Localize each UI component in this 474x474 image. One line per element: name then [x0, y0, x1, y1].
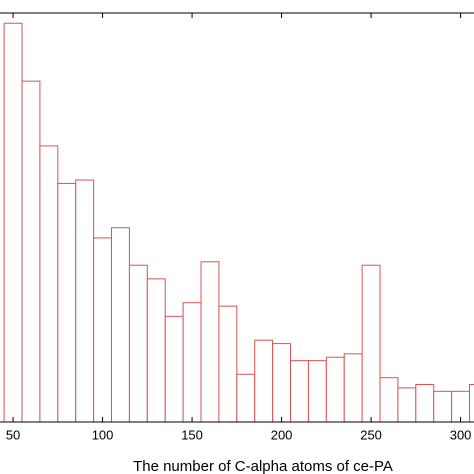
bar — [307, 360, 327, 422]
bar — [379, 377, 399, 422]
bar — [361, 264, 381, 422]
bar — [325, 356, 345, 422]
bar — [415, 384, 435, 422]
x-tick-label: 50 — [6, 427, 20, 442]
plot-area — [3, 22, 474, 422]
bar — [272, 343, 292, 422]
bar — [290, 360, 309, 422]
bar — [218, 305, 238, 422]
x-tick-label: 300 — [450, 427, 472, 442]
x-tick-label: 200 — [271, 427, 293, 442]
bar — [128, 264, 148, 422]
bar — [3, 22, 23, 422]
bar — [433, 390, 453, 422]
x-tick-label: 250 — [360, 427, 382, 442]
bar — [111, 227, 130, 422]
bar — [39, 145, 59, 422]
bar — [254, 339, 274, 422]
bar — [146, 278, 166, 422]
bar — [93, 237, 113, 422]
x-tick-label: 100 — [92, 427, 114, 442]
x-tick-label: 150 — [181, 427, 203, 442]
bar — [164, 315, 184, 422]
bar — [236, 373, 256, 422]
bar — [469, 384, 474, 422]
bar — [57, 182, 77, 422]
x-axis-label: The number of C-alpha atoms of ce-PA — [133, 458, 393, 474]
bar — [75, 179, 95, 422]
bar — [182, 302, 202, 422]
bar — [397, 387, 417, 422]
bar — [21, 80, 41, 422]
bar — [343, 353, 363, 422]
bar — [200, 261, 220, 422]
